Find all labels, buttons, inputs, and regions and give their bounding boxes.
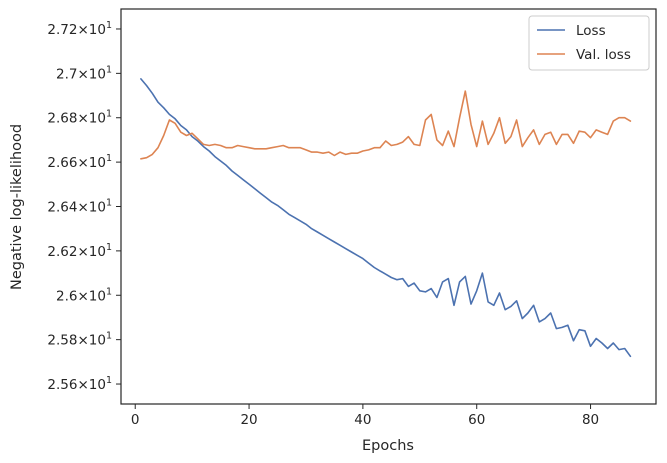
x-axis: 0 20 40 60 80 xyxy=(131,404,599,428)
y-tick-label: 2.62×101 xyxy=(47,242,112,260)
legend: Loss Val. loss xyxy=(528,15,650,71)
y-tick-label: 2.58×101 xyxy=(47,331,112,349)
x-tick-label: 80 xyxy=(582,412,599,428)
y-axis-title: Negative log-likelihood xyxy=(9,124,25,290)
y-axis: 2.56×101 2.58×101 2.6×101 2.62×101 2.64×101 2… xyxy=(47,20,121,393)
x-tick-label: 40 xyxy=(354,412,371,428)
y-tick-label: 2.72×101 xyxy=(47,20,112,38)
series-line-loss xyxy=(140,78,632,358)
legend-label-val-loss: Val. loss xyxy=(576,47,631,63)
y-tick-label: 2.6×101 xyxy=(56,286,112,304)
x-axis-title: Epochs xyxy=(362,438,414,454)
series-line-val-loss xyxy=(140,90,632,160)
x-tick-label: 0 xyxy=(131,412,140,428)
y-tick-label: 2.64×101 xyxy=(47,198,112,216)
y-tick-label: 2.56×101 xyxy=(47,375,112,393)
y-tick-label: 2.66×101 xyxy=(47,153,112,171)
x-tick-label: 60 xyxy=(468,412,485,428)
legend-label-loss: Loss xyxy=(576,23,606,39)
y-tick-label: 2.7×101 xyxy=(56,64,112,82)
y-tick-label: 2.68×101 xyxy=(47,109,112,127)
x-tick-label: 20 xyxy=(240,412,257,428)
series-layer xyxy=(140,78,632,358)
